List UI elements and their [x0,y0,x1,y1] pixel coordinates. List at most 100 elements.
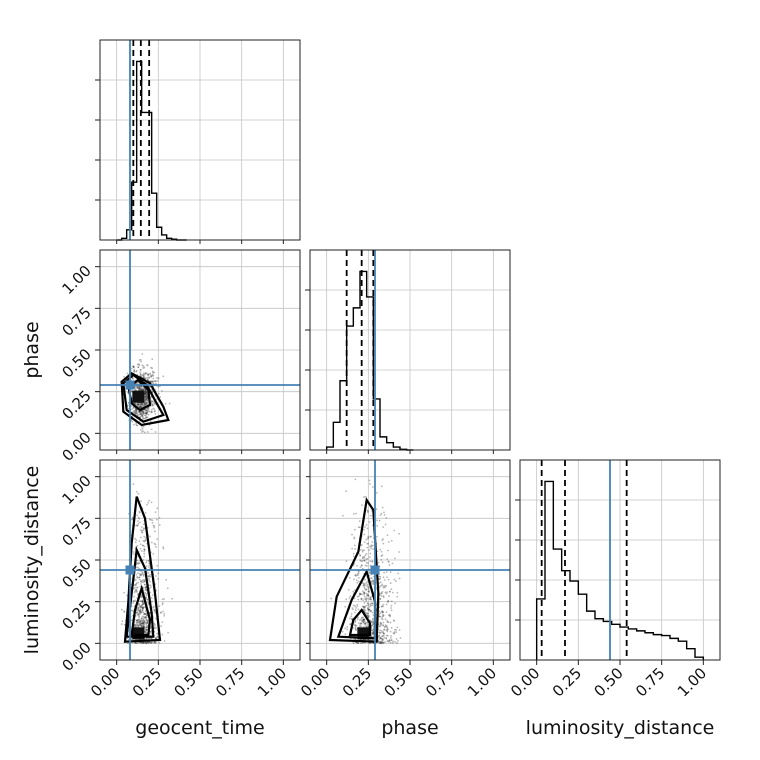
sample-point [134,412,137,415]
x-tick-label: 0.00 [297,664,333,700]
sample-point [389,615,392,618]
sample-point [376,519,378,522]
sample-point [385,603,388,606]
sample-point [147,642,150,645]
sample-point [367,608,370,611]
sample-point [146,416,149,419]
sample-point [357,616,360,619]
sample-point [146,614,148,617]
sample-point [378,613,381,616]
sample-point [144,414,147,417]
sample-point [140,621,143,624]
sample-point [137,614,140,617]
sample-point [139,609,142,612]
sample-point [142,376,145,379]
sample-point [363,596,366,598]
sample-point [365,538,368,541]
sample-point [160,625,162,628]
sample-point [362,605,365,608]
sample-point [130,389,133,392]
sample-point [120,608,123,611]
sample-point [146,401,149,404]
sample-point [145,618,148,621]
sample-point [393,632,396,635]
sample-point [134,409,137,412]
sample-point [369,560,372,563]
sample-point [351,547,354,550]
sample-point [145,389,147,392]
sample-point [144,388,147,391]
sample-point [142,625,144,628]
sample-point [361,557,364,560]
sample-point [369,609,372,612]
sample-point [144,630,147,633]
x-tick-label: 1.00 [464,664,500,700]
sample-point [142,620,145,623]
sample-point [369,596,372,599]
sample-point [371,541,374,543]
sample-point [159,396,162,398]
sample-point [362,618,365,621]
sample-point [136,524,139,527]
sample-point [135,409,138,411]
sample-point [142,544,144,547]
sample-point [126,637,128,640]
sample-point [387,549,389,552]
sample-point [363,618,366,621]
marginal-panel-phase [305,249,511,451]
sample-point [363,609,365,612]
sample-point [143,625,145,627]
sample-point [381,613,384,616]
sample-point [350,617,353,620]
sample-point [164,402,167,405]
sample-point [366,613,368,615]
sample-point [145,631,148,634]
sample-point [380,592,383,595]
sample-point [366,542,369,545]
sample-point [141,609,144,612]
sample-point [146,622,149,624]
sample-point [145,401,148,404]
sample-point [156,564,159,567]
sample-point [130,609,133,612]
sample-point [138,604,141,607]
sample-point [140,570,143,573]
sample-point [367,595,370,597]
sample-point [142,603,145,605]
sample-point [137,621,140,624]
sample-point [344,605,347,608]
sample-point [134,584,137,587]
sample-point [368,608,370,611]
sample-point [140,612,143,614]
sample-point [150,411,153,414]
sample-point [141,622,144,625]
sample-point [345,490,347,493]
sample-point [150,381,153,384]
joint-panel-phase_vs_geocent_time [99,249,301,451]
sample-point [393,620,395,622]
sample-point [385,626,388,628]
sample-point [134,623,137,626]
sample-point [147,572,150,574]
sample-point [361,620,364,622]
sample-point [364,495,367,498]
sample-point [150,410,153,413]
sample-point [139,406,141,409]
sample-point [141,428,144,430]
sample-point [146,411,149,414]
sample-point [387,541,390,543]
sample-point [139,573,142,576]
sample-point [151,641,154,644]
sample-point [150,408,153,411]
sample-point [360,598,363,601]
sample-point [370,609,373,612]
sample-point [387,640,390,643]
sample-point [143,583,146,586]
sample-point [145,412,148,415]
sample-point [363,622,366,625]
truth-point [125,565,135,575]
sample-point [147,559,150,562]
sample-point [354,478,357,481]
x-axis-label-luminosity_distance: luminosity_distance [526,717,715,739]
sample-point [137,387,140,390]
